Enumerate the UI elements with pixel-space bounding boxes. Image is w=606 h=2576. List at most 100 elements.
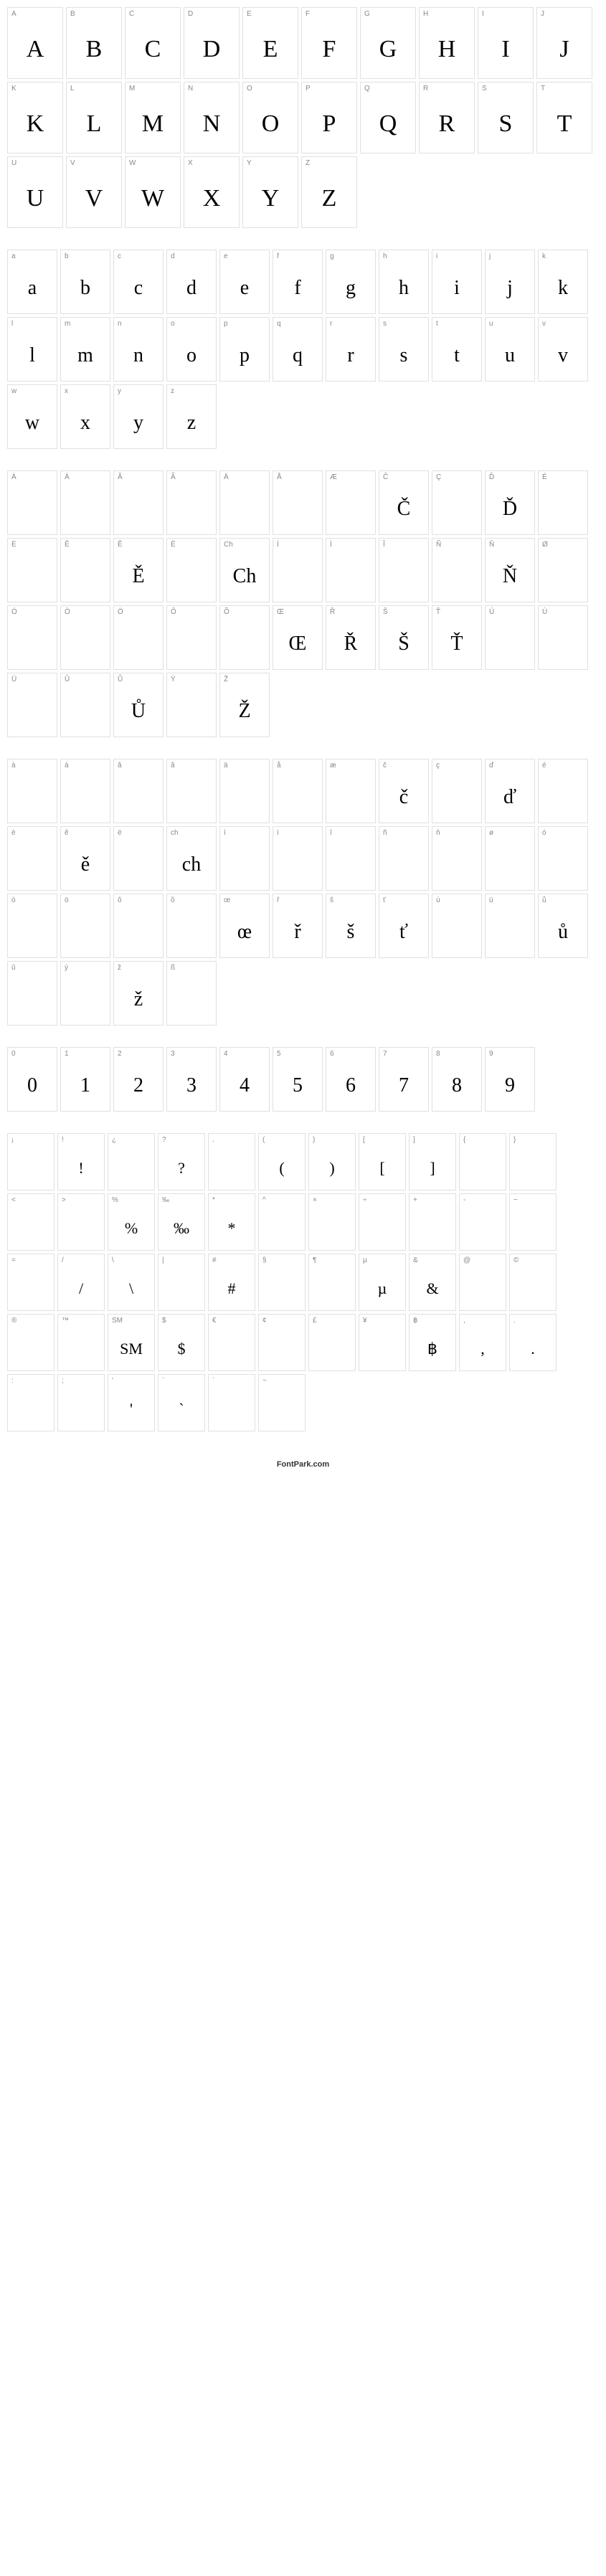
glyph-cell: 22	[113, 1047, 164, 1112]
glyph-label: Ť	[432, 606, 481, 618]
glyph-section-3: àáâãäåæččçďďéèěěëchchíìîñňøóòöôõœœřřššťť…	[7, 759, 599, 1026]
glyph-cell: Ê	[60, 538, 110, 602]
glyph-cell: ťť	[379, 894, 429, 958]
glyph-cell: ò	[7, 894, 57, 958]
glyph-label: ø	[486, 827, 534, 839]
glyph-cell: gg	[326, 250, 376, 314]
glyph-cell: yy	[113, 384, 164, 449]
glyph-label: ‰	[158, 1194, 204, 1206]
glyph-cell: ü	[485, 894, 535, 958]
glyph-cell: ChCh	[219, 538, 270, 602]
glyph-cell: NN	[184, 82, 240, 153]
glyph-display	[273, 772, 322, 823]
glyph-label: t	[432, 318, 481, 330]
glyph-label: £	[309, 1315, 355, 1327]
glyph-display: t	[432, 330, 481, 381]
glyph-label: ì	[273, 827, 322, 839]
glyph-cell: 99	[485, 1047, 535, 1112]
glyph-label: ě	[61, 827, 110, 839]
glyph-label: õ	[167, 894, 216, 906]
glyph-display: D	[184, 20, 239, 78]
glyph-label: ~	[259, 1375, 305, 1387]
glyph-label: @	[460, 1254, 506, 1266]
glyph-label: û	[8, 962, 57, 974]
glyph-display	[539, 483, 587, 534]
glyph-display	[167, 551, 216, 602]
glyph-display	[58, 1387, 104, 1431]
glyph-cell: Ø	[538, 538, 588, 602]
glyph-label: ?	[158, 1134, 204, 1146]
glyph-cell: 66	[326, 1047, 376, 1112]
glyph-display: %	[108, 1206, 154, 1250]
glyph-label: ť	[379, 894, 428, 906]
glyph-label: Ů	[114, 673, 163, 686]
glyph-label: Š	[379, 606, 428, 618]
glyph-label: 4	[220, 1048, 269, 1060]
glyph-display	[8, 1266, 54, 1310]
glyph-cell: >	[57, 1193, 105, 1251]
glyph-label: Û	[61, 673, 110, 686]
glyph-display: h	[379, 262, 428, 313]
glyph-display: f	[273, 262, 322, 313]
glyph-label: `	[158, 1375, 204, 1387]
glyph-label: q	[273, 318, 322, 330]
glyph-cell: ň	[432, 826, 482, 891]
glyph-label: Î	[379, 539, 428, 551]
glyph-cell: [[	[359, 1133, 406, 1190]
glyph-cell: .	[208, 1133, 255, 1190]
glyph-grid: aabbccddeeffgghhiijjkkllmmnnooppqqrrsstt…	[7, 250, 599, 449]
glyph-label: -	[460, 1194, 506, 1206]
glyph-cell: <	[7, 1193, 55, 1251]
glyph-display: Œ	[273, 618, 322, 669]
glyph-display	[114, 839, 163, 890]
glyph-display: )	[309, 1146, 355, 1190]
glyph-display	[61, 686, 110, 737]
glyph-label: W	[126, 157, 180, 169]
glyph-label: À	[8, 471, 57, 483]
glyph-cell: AA	[7, 7, 63, 79]
glyph-label: ů	[539, 894, 587, 906]
glyph-display	[61, 551, 110, 602]
glyph-display: Ť	[432, 618, 481, 669]
glyph-cell: =	[7, 1254, 55, 1311]
glyph-cell: TT	[536, 82, 592, 153]
glyph-label: 0	[8, 1048, 57, 1060]
glyph-cell: ä	[219, 759, 270, 823]
glyph-cell: FF	[301, 7, 357, 79]
glyph-label: A	[8, 8, 62, 20]
glyph-display: G	[361, 20, 415, 78]
glyph-cell: //	[57, 1254, 105, 1311]
glyph-display	[167, 618, 216, 669]
glyph-section-0: AABBCCDDEEFFGGHHIIJJKKLLMMNNOOPPQQRRSSTT…	[7, 7, 599, 228]
glyph-label: ó	[539, 827, 587, 839]
glyph-cell: ý	[60, 961, 110, 1026]
glyph-display	[61, 483, 110, 534]
glyph-label: .	[510, 1315, 556, 1327]
glyph-cell: ŮŮ	[113, 673, 164, 737]
glyph-label: à	[8, 759, 57, 772]
glyph-cell: :	[7, 1374, 55, 1431]
glyph-label: Ó	[8, 606, 57, 618]
glyph-display	[432, 551, 481, 602]
glyph-display	[8, 483, 57, 534]
glyph-label: /	[58, 1254, 104, 1266]
glyph-display: 2	[114, 1060, 163, 1111]
glyph-label: ë	[114, 827, 163, 839]
glyph-label: Ø	[539, 539, 587, 551]
glyph-cell: ã	[166, 759, 217, 823]
glyph-display	[209, 1146, 255, 1190]
glyph-label: !	[58, 1134, 104, 1146]
glyph-cell: Ç	[432, 470, 482, 535]
glyph-label: Ě	[114, 539, 163, 551]
glyph-cell: VV	[66, 156, 122, 228]
glyph-display: R	[420, 95, 474, 153]
glyph-label: N	[184, 82, 239, 95]
glyph-cell: Ú	[485, 605, 535, 670]
glyph-label: Œ	[273, 606, 322, 618]
glyph-cell: ``	[158, 1374, 205, 1431]
glyph-label: Z	[302, 157, 356, 169]
glyph-label: ý	[61, 962, 110, 974]
glyph-cell: MM	[125, 82, 181, 153]
glyph-cell: ))	[308, 1133, 356, 1190]
glyph-cell: å	[273, 759, 323, 823]
